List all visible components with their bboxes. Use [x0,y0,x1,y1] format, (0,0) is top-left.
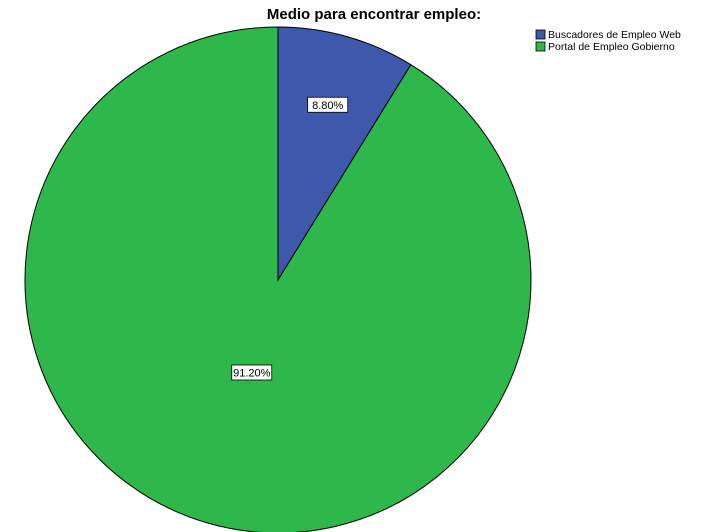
chart-title: Medio para encontrar empleo: [267,6,481,23]
legend-label-web: Buscadores de Empleo Web [548,29,681,41]
legend-swatch-gobierno [535,41,546,52]
data-label-gobierno-box: 91.20% [231,364,273,381]
slice-web [277,26,412,282]
slice-gobierno [24,26,532,532]
data-labels: 8.80% 91.20% [231,96,349,381]
data-label-web: 8.80% [312,100,343,112]
legend: Buscadores de Empleo Web Portal de Emple… [535,29,681,53]
data-label-gobierno: 91.20% [233,367,271,379]
legend-label-gobierno: Portal de Empleo Gobierno [548,41,675,53]
data-label-web-box: 8.80% [307,96,349,113]
legend-swatch-web [535,29,546,40]
pie-slices [24,26,532,532]
